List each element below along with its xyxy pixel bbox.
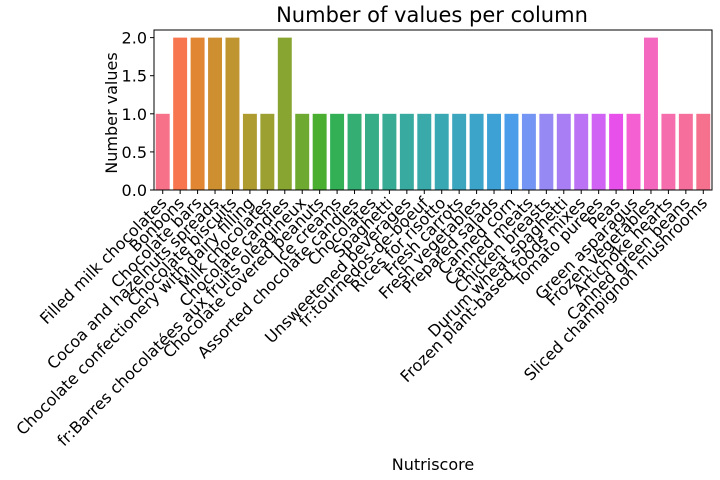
- bar-22: [539, 113, 554, 190]
- bar-21: [521, 113, 536, 190]
- bar-8: [295, 113, 310, 190]
- bar-11: [347, 113, 362, 190]
- bar-18: [469, 113, 484, 190]
- y-axis-label: Number values: [102, 52, 121, 173]
- bar-6: [260, 113, 275, 190]
- bar-19: [487, 113, 502, 190]
- y-tick-label: 2.0: [122, 29, 147, 48]
- bar-10: [330, 113, 345, 190]
- bar-31: [696, 113, 711, 190]
- bar-27: [626, 113, 641, 190]
- bar-9: [312, 113, 327, 190]
- bar-1: [173, 37, 188, 191]
- x-axis-label: Nutriscore: [392, 455, 474, 474]
- bar-7: [277, 37, 292, 191]
- bar-24: [574, 113, 589, 190]
- bar-12: [364, 113, 379, 190]
- bar-25: [591, 113, 606, 190]
- bar-28: [643, 37, 658, 191]
- bar-26: [609, 113, 624, 190]
- bar-20: [504, 113, 519, 190]
- bar-13: [382, 113, 397, 190]
- plot-frame: [153, 29, 713, 191]
- chart-title: Number of values per column: [276, 3, 588, 27]
- bar-2: [190, 37, 205, 191]
- bar-23: [556, 113, 571, 190]
- bar-17: [452, 113, 467, 190]
- bar-16: [434, 113, 449, 190]
- bar-14: [399, 113, 414, 190]
- y-tick-label: 1.5: [122, 67, 147, 86]
- bar-0: [155, 113, 170, 190]
- bar-29: [661, 113, 676, 190]
- y-axis: 0.0 0.5 1.0 1.5 2.0: [122, 29, 154, 200]
- y-tick-label: 0.0: [122, 181, 147, 200]
- bar-5: [242, 113, 257, 190]
- bar-4: [225, 37, 240, 191]
- y-tick-label: 1.0: [122, 105, 147, 124]
- bar-30: [678, 113, 693, 190]
- bar-3: [208, 37, 223, 191]
- y-tick-label: 0.5: [122, 143, 147, 162]
- bars-group: [155, 37, 711, 191]
- bar-15: [417, 113, 432, 190]
